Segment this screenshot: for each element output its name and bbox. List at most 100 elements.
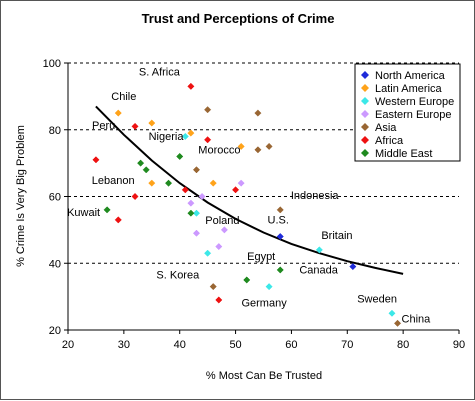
point-annotation: Indonesia bbox=[291, 190, 340, 202]
point-annotation: Poland bbox=[205, 215, 239, 227]
data-point bbox=[215, 296, 223, 304]
point-annotation: S. Africa bbox=[139, 66, 181, 78]
data-point bbox=[243, 276, 251, 284]
annotations-layer: S. Africa Chile Peru Nigeria Morocco Lebanon K… bbox=[67, 66, 431, 325]
data-point bbox=[204, 106, 212, 114]
chart-title: Trust and Perceptions of Crime bbox=[142, 11, 335, 26]
data-point bbox=[114, 109, 122, 117]
legend-marker bbox=[361, 71, 369, 79]
legend-box bbox=[354, 63, 461, 162]
data-point bbox=[315, 246, 323, 254]
y-tick-label: 40 bbox=[49, 258, 61, 270]
point-annotation: Nigeria bbox=[149, 131, 185, 143]
point-annotation: Lebanon bbox=[92, 175, 135, 187]
point-annotation: S. Korea bbox=[156, 270, 200, 282]
axes-layer: 20 40 60 80 100 20 30 40 50 60 70 80 90 bbox=[43, 58, 465, 351]
data-point bbox=[209, 283, 217, 291]
y-tick-label: 80 bbox=[49, 125, 61, 137]
data-point bbox=[204, 136, 212, 144]
data-point bbox=[276, 232, 284, 241]
point-annotation: Canada bbox=[299, 265, 338, 277]
y-tick-label: 60 bbox=[49, 192, 61, 204]
x-tick-label: 40 bbox=[174, 339, 186, 351]
data-point bbox=[131, 122, 139, 130]
data-point bbox=[131, 192, 139, 201]
data-point bbox=[265, 142, 273, 150]
x-tick-label: 70 bbox=[341, 339, 353, 351]
x-tick-label: 80 bbox=[397, 339, 409, 351]
point-annotation: Chile bbox=[111, 91, 136, 103]
data-point bbox=[164, 179, 173, 187]
data-point bbox=[204, 249, 212, 257]
data-point bbox=[276, 266, 284, 274]
point-annotation: Egypt bbox=[247, 251, 275, 263]
legend-marker bbox=[361, 97, 369, 105]
data-point bbox=[215, 243, 223, 251]
x-tick-label: 50 bbox=[229, 339, 241, 351]
point-annotation: Germany bbox=[241, 298, 287, 310]
trendline bbox=[95, 105, 404, 275]
legend-label: Eastern Europe bbox=[375, 109, 451, 121]
legend-label: Asia bbox=[375, 122, 397, 134]
legend-label: Africa bbox=[375, 135, 404, 147]
legend-marker bbox=[361, 123, 369, 131]
legend-marker bbox=[361, 136, 369, 144]
data-point bbox=[92, 156, 100, 164]
x-axis-title: % Most Can Be Trusted bbox=[206, 370, 322, 382]
data-point bbox=[237, 142, 245, 150]
x-tick-label: 90 bbox=[453, 339, 465, 351]
data-point bbox=[237, 179, 245, 187]
data-point bbox=[349, 263, 357, 271]
x-tick-label: 60 bbox=[285, 339, 297, 351]
legend-label: Middle East bbox=[375, 148, 432, 160]
data-point bbox=[254, 109, 262, 117]
point-annotation: Sweden bbox=[357, 293, 397, 305]
legend-label: Latin America bbox=[375, 83, 443, 95]
legend-marker bbox=[361, 84, 369, 92]
data-point bbox=[187, 129, 195, 137]
data-point bbox=[232, 186, 240, 194]
data-point bbox=[187, 209, 195, 217]
legend-label: Western Europe bbox=[375, 96, 454, 108]
data-point bbox=[192, 166, 201, 174]
data-point bbox=[276, 206, 284, 214]
data-point bbox=[142, 166, 150, 174]
point-annotation: China bbox=[402, 313, 432, 325]
data-point bbox=[388, 309, 396, 317]
y-tick-label: 100 bbox=[43, 58, 61, 70]
data-point bbox=[103, 206, 111, 214]
point-annotation: Peru bbox=[92, 120, 115, 132]
point-annotation: Morocco bbox=[198, 144, 240, 156]
data-point bbox=[187, 199, 195, 207]
y-tick-label: 20 bbox=[49, 325, 61, 337]
legend-label: North America bbox=[375, 70, 446, 82]
data-point bbox=[254, 146, 262, 154]
data-point bbox=[192, 229, 201, 237]
point-annotation: Britain bbox=[321, 230, 352, 242]
data-point bbox=[265, 283, 273, 291]
x-tick-label: 30 bbox=[118, 339, 130, 351]
data-point bbox=[187, 82, 195, 90]
data-point bbox=[220, 226, 228, 234]
data-point bbox=[137, 159, 145, 167]
y-axis-title: % Crime Is Very Big Problem bbox=[15, 125, 27, 267]
data-point bbox=[181, 132, 189, 140]
data-point bbox=[198, 192, 206, 201]
data-point bbox=[114, 216, 122, 224]
data-point bbox=[394, 319, 402, 327]
data-point bbox=[181, 186, 189, 194]
data-point bbox=[209, 179, 217, 187]
point-annotation: Kuwait bbox=[67, 207, 100, 219]
points-layer bbox=[92, 82, 402, 327]
legend-marker bbox=[361, 149, 369, 157]
data-point bbox=[148, 119, 156, 127]
data-point bbox=[176, 152, 184, 161]
data-point bbox=[192, 209, 201, 217]
point-annotation: U.S. bbox=[268, 215, 289, 227]
data-point bbox=[148, 179, 156, 187]
x-tick-label: 20 bbox=[62, 339, 74, 351]
legend-marker bbox=[361, 110, 369, 118]
